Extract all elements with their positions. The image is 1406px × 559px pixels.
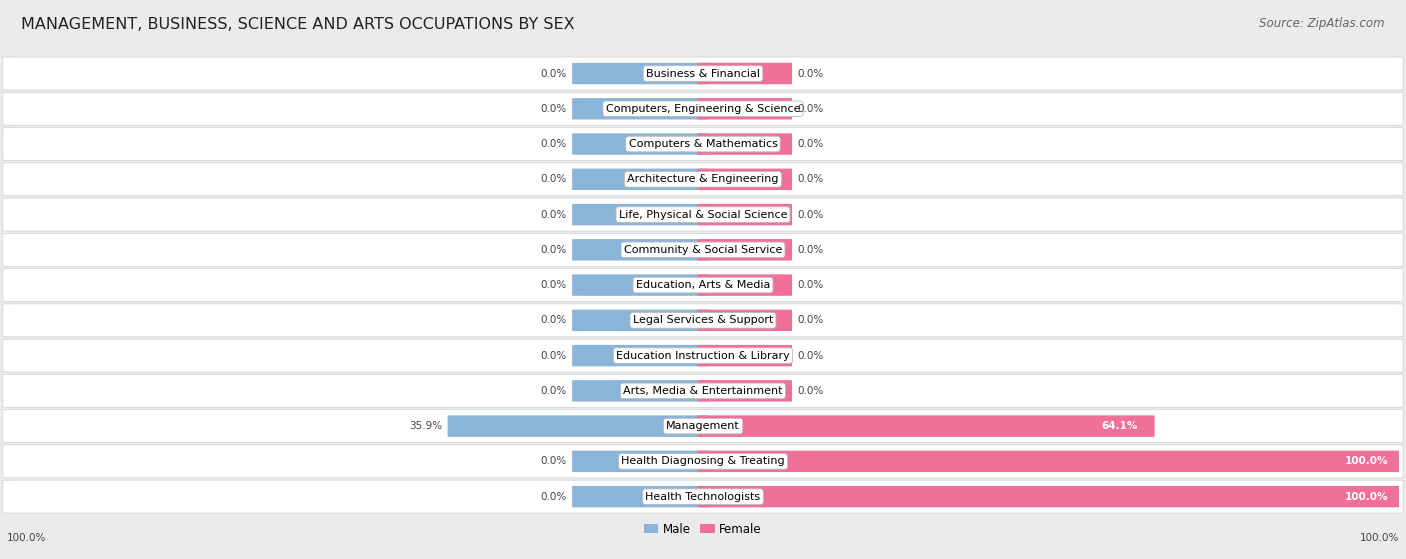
FancyBboxPatch shape [572, 134, 709, 155]
FancyBboxPatch shape [3, 233, 1403, 266]
Text: MANAGEMENT, BUSINESS, SCIENCE AND ARTS OCCUPATIONS BY SEX: MANAGEMENT, BUSINESS, SCIENCE AND ARTS O… [21, 17, 575, 32]
Text: Life, Physical & Social Science: Life, Physical & Social Science [619, 210, 787, 220]
FancyBboxPatch shape [697, 486, 1405, 508]
FancyBboxPatch shape [572, 451, 709, 472]
FancyBboxPatch shape [697, 134, 792, 155]
Text: 100.0%: 100.0% [1360, 533, 1399, 543]
Text: 0.0%: 0.0% [797, 315, 824, 325]
Text: 0.0%: 0.0% [797, 69, 824, 78]
Text: 0.0%: 0.0% [540, 104, 567, 114]
Text: 0.0%: 0.0% [540, 350, 567, 361]
FancyBboxPatch shape [3, 445, 1403, 478]
FancyBboxPatch shape [697, 274, 792, 296]
FancyBboxPatch shape [572, 486, 709, 508]
Text: 0.0%: 0.0% [797, 210, 824, 220]
FancyBboxPatch shape [697, 169, 792, 190]
Text: Arts, Media & Entertainment: Arts, Media & Entertainment [623, 386, 783, 396]
FancyBboxPatch shape [572, 169, 709, 190]
Text: 100.0%: 100.0% [1344, 456, 1388, 466]
FancyBboxPatch shape [3, 268, 1403, 302]
Text: 0.0%: 0.0% [540, 492, 567, 501]
Text: 0.0%: 0.0% [540, 245, 567, 255]
FancyBboxPatch shape [3, 92, 1403, 125]
Text: 0.0%: 0.0% [797, 104, 824, 114]
FancyBboxPatch shape [697, 451, 1405, 472]
Text: 0.0%: 0.0% [540, 139, 567, 149]
Text: 0.0%: 0.0% [797, 245, 824, 255]
Text: 0.0%: 0.0% [540, 456, 567, 466]
FancyBboxPatch shape [3, 198, 1403, 231]
FancyBboxPatch shape [572, 380, 709, 401]
FancyBboxPatch shape [572, 274, 709, 296]
FancyBboxPatch shape [697, 345, 792, 366]
FancyBboxPatch shape [697, 63, 792, 84]
FancyBboxPatch shape [572, 345, 709, 366]
Text: Source: ZipAtlas.com: Source: ZipAtlas.com [1260, 17, 1385, 30]
FancyBboxPatch shape [572, 239, 709, 260]
FancyBboxPatch shape [697, 415, 1154, 437]
Text: 0.0%: 0.0% [797, 139, 824, 149]
FancyBboxPatch shape [3, 163, 1403, 196]
Text: Management: Management [666, 421, 740, 431]
FancyBboxPatch shape [697, 310, 792, 331]
FancyBboxPatch shape [572, 310, 709, 331]
Text: Business & Financial: Business & Financial [645, 69, 761, 78]
FancyBboxPatch shape [3, 480, 1403, 513]
FancyBboxPatch shape [572, 63, 709, 84]
FancyBboxPatch shape [697, 98, 792, 120]
Text: 0.0%: 0.0% [540, 210, 567, 220]
Text: 0.0%: 0.0% [540, 315, 567, 325]
Text: 100.0%: 100.0% [7, 533, 46, 543]
FancyBboxPatch shape [697, 239, 792, 260]
FancyBboxPatch shape [697, 204, 792, 225]
Text: Computers & Mathematics: Computers & Mathematics [628, 139, 778, 149]
Text: 0.0%: 0.0% [540, 280, 567, 290]
Text: Architecture & Engineering: Architecture & Engineering [627, 174, 779, 184]
Text: 35.9%: 35.9% [409, 421, 441, 431]
Text: 0.0%: 0.0% [797, 280, 824, 290]
Text: Education, Arts & Media: Education, Arts & Media [636, 280, 770, 290]
Text: Legal Services & Support: Legal Services & Support [633, 315, 773, 325]
FancyBboxPatch shape [3, 57, 1403, 90]
Text: 0.0%: 0.0% [540, 69, 567, 78]
Text: 0.0%: 0.0% [797, 350, 824, 361]
FancyBboxPatch shape [3, 375, 1403, 408]
FancyBboxPatch shape [572, 98, 709, 120]
Text: Education Instruction & Library: Education Instruction & Library [616, 350, 790, 361]
FancyBboxPatch shape [3, 127, 1403, 160]
FancyBboxPatch shape [572, 204, 709, 225]
Text: 64.1%: 64.1% [1102, 421, 1137, 431]
Text: 0.0%: 0.0% [797, 174, 824, 184]
Legend: Male, Female: Male, Female [640, 518, 766, 541]
FancyBboxPatch shape [3, 304, 1403, 337]
Text: Community & Social Service: Community & Social Service [624, 245, 782, 255]
FancyBboxPatch shape [3, 410, 1403, 443]
Text: Health Technologists: Health Technologists [645, 492, 761, 501]
Text: Health Diagnosing & Treating: Health Diagnosing & Treating [621, 456, 785, 466]
Text: 0.0%: 0.0% [797, 386, 824, 396]
FancyBboxPatch shape [697, 380, 792, 401]
Text: 100.0%: 100.0% [1344, 492, 1388, 501]
Text: 0.0%: 0.0% [540, 174, 567, 184]
FancyBboxPatch shape [447, 415, 709, 437]
Text: 0.0%: 0.0% [540, 386, 567, 396]
Text: Computers, Engineering & Science: Computers, Engineering & Science [606, 104, 800, 114]
FancyBboxPatch shape [3, 339, 1403, 372]
